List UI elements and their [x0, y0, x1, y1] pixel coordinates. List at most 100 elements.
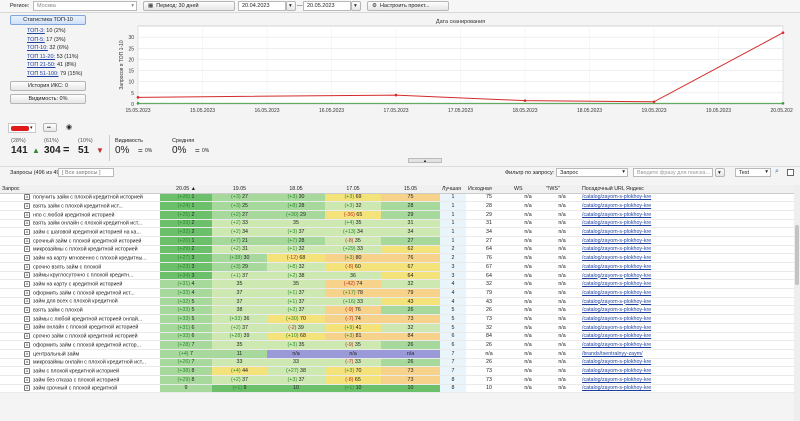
group-select[interactable]: [ Все запросы ] [58, 168, 114, 177]
column-header[interactable]: WS [512, 185, 544, 194]
date-to-picker-button[interactable]: ▾ [351, 1, 361, 11]
splitter-handle[interactable]: ▲ [408, 158, 442, 163]
landing-url-link[interactable]: /catalog/zayom-s-plokhoy-kre [582, 263, 652, 270]
landing-url-link[interactable]: /catalog/zayom-s-plokhoy-kre [582, 324, 652, 331]
top-stat-label[interactable]: ТОП 21-50: [27, 62, 56, 68]
column-header[interactable]: 18.05 [267, 185, 325, 194]
landing-url-link[interactable]: /catalog/zayom-s-plokhoy-kre [582, 359, 652, 366]
landing-url-link[interactable]: /catalog/zayom-s-plokhoy-kre [582, 376, 652, 383]
text-mode-select[interactable]: Text ▾ [735, 168, 771, 177]
position-cell: (+8) 28 [267, 201, 325, 211]
column-header[interactable]: Лучшая [440, 185, 466, 194]
landing-url-link[interactable]: /catalog/zayom-s-plokhoy-kre [582, 246, 652, 253]
landing-url-link[interactable]: /catalog/zayom-s-plokhoy-kre [582, 281, 652, 288]
position-cell: 34 [381, 227, 440, 237]
position-cell: (+33) 4 [160, 288, 212, 298]
landing-url-link[interactable]: /catalog/zayom-s-plokhoy-kre [582, 307, 652, 314]
scrollbar-thumb[interactable] [795, 225, 799, 285]
column-header[interactable]: 19.05 [212, 185, 267, 194]
top10-stats-button[interactable]: Статистика ТОП-10 [10, 15, 86, 25]
landing-url-link[interactable]: /catalog/zayom-s-plokhoy-kre [582, 220, 652, 227]
column-header[interactable]: Запрос [0, 185, 160, 194]
landing-url-link[interactable]: /brands/tsentralnyy-zaym/ [582, 350, 643, 357]
visibility-button[interactable]: Видимость: 0% [10, 94, 86, 104]
landing-url-link[interactable]: /catalog/zayom-s-plokhoy-kre [582, 194, 652, 201]
landing-url-link[interactable]: /catalog/zayom-s-plokhoy-kre [582, 342, 652, 349]
x-tick-label: 16.05.2023 [254, 108, 279, 114]
column-header[interactable]: 17.05 [325, 185, 381, 194]
top-stat-label[interactable]: ТОП-10: [27, 45, 48, 51]
query-type-icon: A [24, 281, 30, 288]
column-header[interactable]: 20.05 ▲ [160, 185, 212, 194]
source-cell: 64 [466, 245, 512, 255]
landing-url-link[interactable]: /catalog/zayom-s-plokhoy-kre [582, 315, 652, 322]
ws-quoted-cell: n/a [544, 271, 580, 281]
column-header[interactable]: Посадочный URL Яндекс [580, 185, 800, 194]
landing-url-link[interactable]: /catalog/zayom-s-plokhoy-kre [582, 211, 652, 218]
position-delta: (+3) [344, 203, 355, 210]
top-stat-label[interactable]: ТОП 51-100: [27, 70, 59, 77]
eye-icon[interactable]: ◉ [66, 124, 73, 131]
top-stat-label[interactable]: ТОП-3: [27, 28, 45, 34]
date-from-input[interactable]: 20.04.2023 [238, 1, 286, 11]
landing-url-link[interactable]: /catalog/zayom-s-plokhoy-kre [582, 385, 652, 392]
engine-selector[interactable]: ▾ [8, 123, 36, 133]
filter-checkbox[interactable] [787, 169, 794, 176]
region-select[interactable]: Москва ▾ [33, 1, 137, 11]
search-phrase-input[interactable]: Введите фразу для поиска... [633, 168, 713, 177]
iks-history-button[interactable]: История ИКС: 0 [10, 81, 86, 91]
column-header[interactable]: 15.05 [381, 185, 440, 194]
landing-url-link[interactable]: /catalog/zayom-s-plokhoy-kre [582, 368, 652, 375]
column-header[interactable]: Исходная [466, 185, 512, 194]
date-to-input[interactable]: 20.05.2023 [303, 1, 351, 11]
search-icon[interactable]: ⌕ [775, 168, 779, 175]
settings-project-button[interactable]: ⚙ Настроить проект... [367, 1, 449, 11]
left-stats-panel: Статистика ТОП-10 ТОП-3: 10 (2%) ТОП-5: 1… [0, 14, 92, 106]
top-stat-label[interactable]: ТОП 11-20: [27, 53, 56, 60]
landing-url-link[interactable]: /catalog/zayom-s-plokhoy-kre [582, 229, 652, 236]
position-delta: (+1) [287, 246, 298, 253]
landing-url-link[interactable]: /catalog/zayom-s-plokhoy-kre [582, 298, 652, 305]
landing-url-link[interactable]: /catalog/zayom-s-plokhoy-kre [582, 333, 652, 340]
date-from-picker-button[interactable]: ▾ [286, 1, 296, 11]
landing-url-link[interactable]: /catalog/zayom-s-plokhoy-kre [582, 237, 652, 244]
position-cell: (+3) 29 [212, 262, 267, 272]
filter-dropdown-button[interactable]: ▾ [715, 168, 725, 177]
filter-field-select[interactable]: Запрос ▾ [556, 168, 628, 177]
period-button[interactable]: ▦ Период: 30 дней [143, 1, 235, 11]
landing-url-link[interactable]: /catalog/zayom-s-plokhoy-kre [582, 272, 652, 279]
engine-options-button[interactable]: •• [43, 123, 57, 132]
top-stat-label[interactable]: ТОП-5: [27, 36, 45, 43]
landing-url-link[interactable]: /catalog/zayom-s-plokhoy-kre [582, 203, 652, 210]
position-cell: 33 [267, 358, 325, 368]
column-header[interactable]: "!WS" [544, 185, 580, 194]
landing-url-link[interactable]: /catalog/zayom-s-plokhoy-kre [582, 289, 652, 296]
vertical-scrollbar[interactable] [794, 185, 800, 421]
landing-url-link[interactable]: /catalog/zayom-s-plokhoy-kre [582, 255, 652, 262]
series-point [136, 102, 140, 105]
top-stat-value: 10 (2%) [44, 28, 66, 34]
